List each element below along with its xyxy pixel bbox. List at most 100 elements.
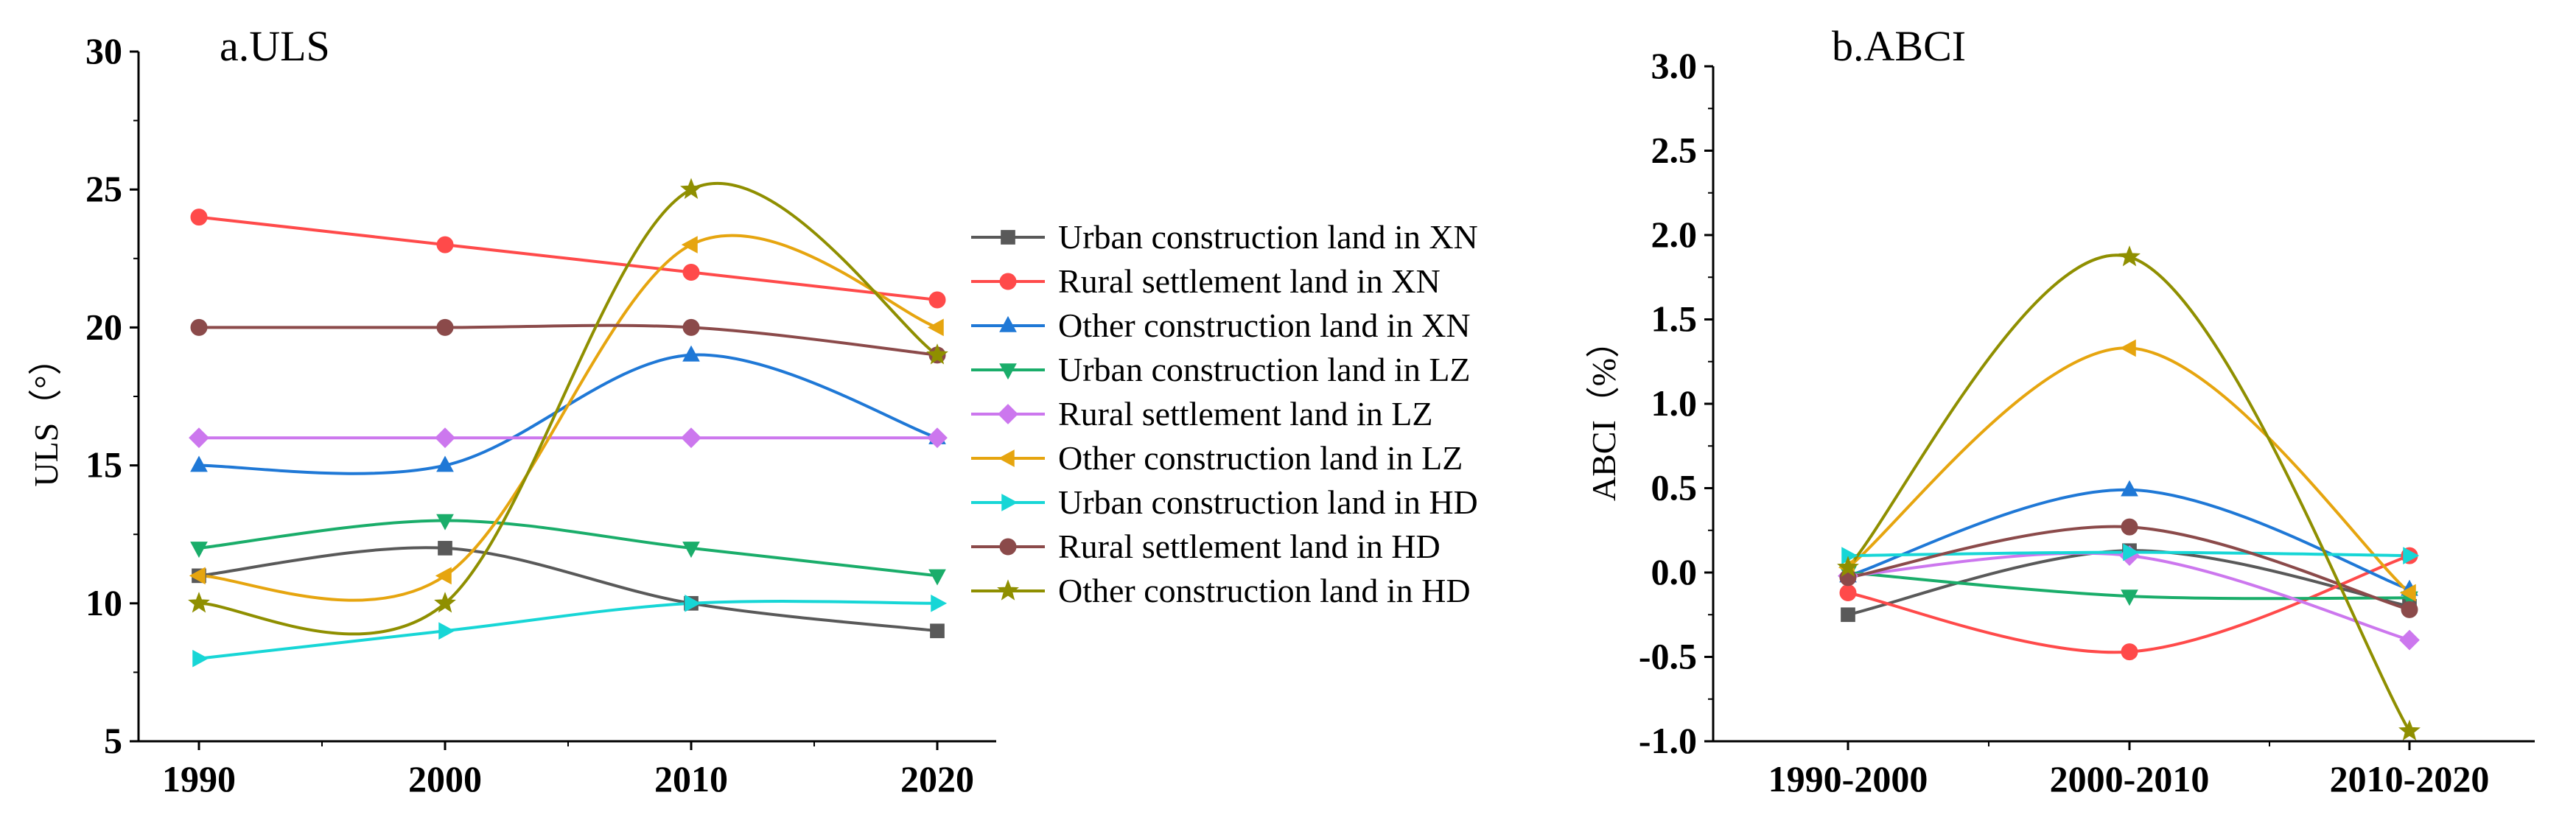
uls-x-tick-label: 2010 bbox=[654, 758, 728, 799]
abci-y-tick-label: 0.0 bbox=[1651, 551, 1698, 592]
uls-point-other-construction-land-in-lz-2 bbox=[681, 236, 698, 253]
legend-marker-urban-construction-land-in-hd bbox=[1001, 494, 1018, 511]
abci-point-other-construction-land-in-hd-1 bbox=[2118, 245, 2141, 267]
legend-marker-rural-settlement-land-in-xn bbox=[999, 273, 1017, 290]
legend-label-rural-settlement-land-in-xn: Rural settlement land in XN bbox=[1058, 262, 1441, 300]
uls-point-urban-construction-land-in-lz-1 bbox=[436, 514, 454, 531]
uls-series-line-rural-settlement-land-in-xn bbox=[198, 215, 938, 301]
legend-item-other-construction-land-in-xn: Other construction land in XN bbox=[971, 307, 1471, 344]
legend-item-urban-construction-land-in-xn: Urban construction land in XN bbox=[971, 218, 1478, 256]
legend-marker-urban-construction-land-in-xn bbox=[1001, 230, 1015, 245]
uls-point-other-construction-land-in-lz-3 bbox=[927, 318, 944, 337]
abci-point-rural-settlement-land-in-xn-0 bbox=[1839, 584, 1857, 601]
abci-y-tick-label: 3.0 bbox=[1651, 45, 1698, 86]
panel-abci-chart: -1.0 -0.5 0.0 0.5 1.0 1.5 2.0 2.5 3.0 1990-2000 20… bbox=[1585, 22, 2535, 799]
abci-point-rural-settlement-land-in-hd-2 bbox=[2401, 601, 2418, 618]
uls-point-urban-construction-land-in-hd-1 bbox=[438, 622, 455, 640]
uls-point-rural-settlement-land-in-xn-2 bbox=[682, 264, 700, 281]
legend-marker-urban-construction-land-in-lz bbox=[999, 363, 1017, 380]
uls-y-axis-title: ULS（°） bbox=[27, 341, 65, 486]
uls-y-tick-label: 15 bbox=[85, 444, 122, 486]
abci-markers-group bbox=[1837, 245, 2421, 741]
legend-label-urban-construction-land-in-xn: Urban construction land in XN bbox=[1058, 218, 1478, 256]
legend-label-other-construction-land-in-xn: Other construction land in XN bbox=[1058, 307, 1471, 344]
abci-y-tick-label: 1.0 bbox=[1651, 382, 1698, 424]
uls-axes: 5 10 15 20 25 30 1990 2000 2010 2020 bbox=[85, 30, 996, 799]
abci-y-tick-label: 1.5 bbox=[1651, 298, 1698, 340]
abci-point-other-construction-land-in-hd-2 bbox=[2398, 719, 2421, 741]
uls-markers-group bbox=[188, 178, 948, 668]
legend-marker-other-construction-land-in-xn bbox=[999, 315, 1017, 332]
uls-point-rural-settlement-land-in-lz-2 bbox=[681, 427, 701, 449]
abci-point-other-construction-land-in-lz-1 bbox=[2119, 339, 2136, 357]
abci-point-rural-settlement-land-in-lz-2 bbox=[2399, 629, 2420, 651]
uls-point-other-construction-land-in-lz-0 bbox=[189, 567, 206, 585]
legend-item-other-construction-land-in-lz: Other construction land in LZ bbox=[971, 439, 1463, 477]
uls-point-rural-settlement-land-in-xn-0 bbox=[190, 209, 208, 226]
abci-point-urban-construction-land-in-xn-0 bbox=[1841, 607, 1855, 623]
uls-y-tick-label: 10 bbox=[85, 582, 122, 623]
uls-series-line-other-construction-land-in-lz bbox=[198, 234, 938, 602]
abci-axes: -1.0 -0.5 0.0 0.5 1.0 1.5 2.0 2.5 3.0 1990-2000 20… bbox=[1639, 45, 2535, 799]
uls-point-other-construction-land-in-xn-2 bbox=[682, 345, 700, 362]
uls-point-urban-construction-land-in-lz-3 bbox=[928, 569, 946, 586]
uls-point-rural-settlement-land-in-hd-1 bbox=[436, 318, 454, 336]
uls-panel-title: a.ULS bbox=[220, 22, 330, 70]
abci-point-other-construction-land-in-xn-1 bbox=[2121, 480, 2138, 497]
uls-series-line-urban-construction-land-in-lz bbox=[198, 519, 938, 578]
uls-x-tick-label: 2020 bbox=[900, 758, 974, 799]
uls-point-other-construction-land-in-hd-3 bbox=[926, 343, 948, 365]
abci-y-tick-label: -1.0 bbox=[1639, 720, 1697, 761]
uls-y-tick-label: 5 bbox=[104, 720, 122, 761]
abci-series-line-other-construction-land-in-hd bbox=[1847, 253, 2411, 732]
uls-point-rural-settlement-land-in-lz-3 bbox=[927, 427, 948, 449]
uls-point-rural-settlement-land-in-hd-2 bbox=[682, 318, 700, 336]
legend-label-rural-settlement-land-in-lz: Rural settlement land in LZ bbox=[1058, 395, 1432, 433]
uls-point-rural-settlement-land-in-xn-3 bbox=[928, 291, 946, 309]
legend-label-other-construction-land-in-hd: Other construction land in HD bbox=[1058, 572, 1471, 609]
abci-y-tick-label: 2.0 bbox=[1651, 214, 1698, 255]
uls-point-urban-construction-land-in-hd-0 bbox=[192, 649, 209, 668]
legend-item-rural-settlement-land-in-xn: Rural settlement land in XN bbox=[971, 262, 1441, 300]
uls-series-line-other-construction-land-in-hd bbox=[198, 182, 939, 636]
legend: Urban construction land in XN Rural settl… bbox=[971, 218, 1478, 609]
abci-point-urban-construction-land-in-lz-1 bbox=[2121, 589, 2138, 606]
uls-point-other-construction-land-in-xn-0 bbox=[190, 455, 208, 472]
abci-y-axis-title: ABCI（%） bbox=[1585, 324, 1623, 501]
panel-uls-chart: 5 10 15 20 25 30 1990 2000 2010 2020 a.ULS ULS（°） bbox=[27, 22, 996, 799]
abci-point-urban-construction-land-in-hd-1 bbox=[2123, 543, 2140, 561]
abci-panel-title: b.ABCI bbox=[1832, 22, 1966, 70]
uls-point-urban-construction-land-in-xn-3 bbox=[930, 623, 945, 639]
abci-point-other-construction-land-in-hd-0 bbox=[1837, 556, 1859, 577]
uls-x-tick-label: 1990 bbox=[162, 758, 236, 799]
legend-label-rural-settlement-land-in-hd: Rural settlement land in HD bbox=[1058, 528, 1441, 565]
uls-point-rural-settlement-land-in-lz-0 bbox=[189, 427, 209, 449]
legend-label-urban-construction-land-in-lz: Urban construction land in LZ bbox=[1058, 351, 1471, 388]
uls-point-urban-construction-land-in-hd-2 bbox=[685, 594, 701, 612]
uls-y-tick-label: 20 bbox=[85, 306, 122, 347]
legend-item-rural-settlement-land-in-hd: Rural settlement land in HD bbox=[971, 528, 1441, 565]
legend-marker-other-construction-land-in-lz bbox=[998, 449, 1015, 467]
uls-series-line-rural-settlement-land-in-hd bbox=[199, 323, 938, 357]
uls-point-other-construction-land-in-lz-1 bbox=[435, 567, 452, 585]
legend-item-other-construction-land-in-hd: Other construction land in HD bbox=[971, 572, 1471, 609]
uls-series-line-urban-construction-land-in-hd bbox=[198, 600, 938, 660]
uls-point-other-construction-land-in-hd-2 bbox=[680, 178, 702, 199]
uls-series-line-other-construction-land-in-xn bbox=[198, 353, 938, 475]
abci-x-tick-label: 2010-2020 bbox=[2330, 758, 2490, 799]
legend-item-rural-settlement-land-in-lz: Rural settlement land in LZ bbox=[971, 395, 1432, 433]
abci-y-tick-label: 0.5 bbox=[1651, 467, 1698, 508]
uls-point-urban-construction-land-in-xn-1 bbox=[438, 541, 452, 556]
uls-point-urban-construction-land-in-lz-0 bbox=[190, 542, 208, 559]
uls-point-other-construction-land-in-hd-1 bbox=[434, 592, 456, 613]
abci-x-tick-label: 2000-2010 bbox=[2050, 758, 2210, 799]
uls-y-tick-label: 25 bbox=[85, 168, 122, 209]
uls-x-tick-label: 2000 bbox=[408, 758, 482, 799]
uls-point-rural-settlement-land-in-lz-1 bbox=[435, 427, 455, 449]
abci-point-rural-settlement-land-in-xn-1 bbox=[2121, 643, 2138, 661]
uls-point-other-construction-land-in-hd-0 bbox=[188, 592, 210, 613]
abci-y-tick-label: 2.5 bbox=[1651, 130, 1698, 171]
abci-point-other-construction-land-in-lz-2 bbox=[2399, 584, 2416, 602]
legend-marker-rural-settlement-land-in-lz bbox=[998, 404, 1018, 424]
